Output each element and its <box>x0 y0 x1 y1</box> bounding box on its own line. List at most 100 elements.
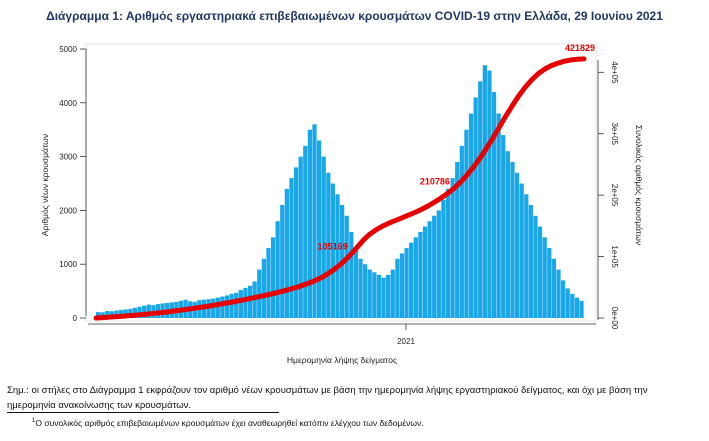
cumulative-annotations: 105169 210786 421829 <box>318 43 595 251</box>
daily-cases-bar <box>542 237 547 318</box>
daily-cases-bar <box>390 269 395 318</box>
daily-cases-bar <box>298 156 303 318</box>
daily-cases-bar <box>556 269 561 318</box>
chart-title: Διάγραμμα 1: Αριθμός εργαστηριακά επιβεβ… <box>46 9 663 23</box>
daily-cases-bar <box>404 248 409 318</box>
daily-cases-bar <box>418 231 423 318</box>
right-y-tick-label: 2e+05 <box>610 184 619 207</box>
daily-cases-bar <box>510 161 515 318</box>
right-y-tick-label: 0e+00 <box>610 307 619 330</box>
daily-cases-bar <box>367 269 372 318</box>
cumulative-annotation-label: 210786 <box>420 177 450 187</box>
daily-cases-bar <box>220 296 225 318</box>
daily-cases-bar <box>376 274 382 318</box>
daily-cases-bar <box>316 140 322 318</box>
cumulative-cases-line <box>93 56 587 321</box>
daily-cases-bar <box>496 113 501 318</box>
right-y-axis-title: Συνολικός αριθμός κρουσμάτων <box>634 125 644 245</box>
daily-cases-bar <box>335 194 340 318</box>
daily-cases-bar <box>321 156 326 318</box>
left-y-tick-label: 1000 <box>59 260 77 269</box>
footnote: 1Ο συνολικός αριθμός επιβεβαιωμένων κρου… <box>32 418 424 428</box>
daily-cases-bar <box>528 205 533 318</box>
right-y-tick-label: 4e+05 <box>610 61 619 84</box>
daily-cases-bar <box>234 292 239 318</box>
daily-cases-bar <box>344 215 349 318</box>
daily-cases-bar <box>312 124 317 318</box>
daily-cases-bar <box>399 253 405 318</box>
daily-cases-bar <box>238 290 243 318</box>
daily-cases-bar <box>284 188 289 318</box>
daily-cases-bars <box>96 65 584 319</box>
right-y-tick-label: 3e+05 <box>610 122 619 145</box>
daily-cases-bar <box>257 269 262 318</box>
daily-cases-bar <box>459 145 464 318</box>
daily-cases-bar <box>445 188 451 318</box>
daily-cases-bar <box>455 161 460 318</box>
daily-cases-bar <box>464 129 469 318</box>
daily-cases-bar <box>505 151 510 318</box>
cumulative-annotation-label: 105169 <box>318 241 348 251</box>
daily-cases-bar <box>270 237 276 318</box>
daily-cases-bar <box>570 293 575 318</box>
daily-cases-bar <box>501 135 506 318</box>
chart-note: Σημ.: οι στήλες στο Διάγραμμα 1 εκφράζου… <box>7 385 648 411</box>
daily-cases-bar <box>326 172 331 318</box>
daily-cases-bar <box>537 226 543 318</box>
daily-cases-bar <box>436 210 441 318</box>
daily-cases-bar <box>363 264 368 318</box>
right-y-tick-label: 1e+05 <box>610 245 619 268</box>
left-y-tick-label: 2000 <box>59 206 77 215</box>
daily-cases-bar <box>229 293 234 318</box>
daily-cases-bar <box>247 285 253 318</box>
daily-cases-bar <box>579 300 584 318</box>
daily-cases-bar <box>427 221 432 318</box>
daily-cases-bar <box>413 237 418 318</box>
daily-cases-bar <box>473 97 478 318</box>
daily-cases-bar <box>395 258 400 318</box>
daily-cases-bar <box>293 167 299 318</box>
daily-cases-bar <box>303 145 308 318</box>
daily-cases-bar <box>574 297 580 318</box>
daily-cases-bar <box>358 258 363 318</box>
footnote-text: Ο συνολικός αριθμός επιβεβαιωμένων κρουσ… <box>35 418 424 428</box>
daily-cases-bar <box>275 221 280 318</box>
left-y-tick-label: 3000 <box>59 153 77 162</box>
daily-cases-bar <box>381 277 386 318</box>
daily-cases-bar <box>514 172 520 318</box>
daily-cases-bar <box>565 288 570 318</box>
daily-cases-bar <box>96 312 101 318</box>
daily-cases-bar <box>386 274 391 318</box>
daily-cases-bar <box>280 205 285 318</box>
footnote-marker: 1 <box>32 418 36 425</box>
daily-cases-bar <box>519 183 524 318</box>
daily-cases-bar <box>524 194 529 318</box>
daily-cases-bar <box>422 226 428 318</box>
daily-cases-bar <box>560 280 566 318</box>
daily-cases-bar <box>215 297 220 318</box>
daily-cases-bar <box>551 258 557 318</box>
left-y-ticks: 0 1000 2000 3000 4000 5000 <box>59 45 86 323</box>
daily-cases-bar <box>146 304 151 318</box>
daily-cases-bar <box>142 305 147 318</box>
right-y-ticks: 0e+00 1e+05 2e+05 3e+05 4e+05 <box>598 61 619 330</box>
cumulative-annotation-label: 421829 <box>565 43 595 53</box>
left-y-tick-label: 4000 <box>59 99 77 108</box>
daily-cases-bar <box>491 92 497 318</box>
x-axis-title: Ημερομηνία λήψης δείγματος <box>287 355 397 365</box>
left-y-tick-label: 5000 <box>59 45 77 54</box>
daily-cases-bar <box>261 258 266 318</box>
daily-cases-bar <box>372 272 377 318</box>
daily-cases-bar <box>307 129 313 318</box>
daily-cases-bar <box>482 65 487 318</box>
left-y-tick-label: 0 <box>73 314 78 323</box>
daily-cases-bar <box>468 113 474 318</box>
daily-cases-bar <box>409 242 414 318</box>
daily-cases-bar <box>349 231 354 318</box>
daily-cases-bar <box>432 215 437 318</box>
daily-cases-bar <box>224 295 230 318</box>
left-y-axis-title: Αριθμός νέων κρουσμάτων <box>40 134 50 236</box>
daily-cases-bar <box>105 311 110 318</box>
daily-cases-bar <box>547 248 552 318</box>
